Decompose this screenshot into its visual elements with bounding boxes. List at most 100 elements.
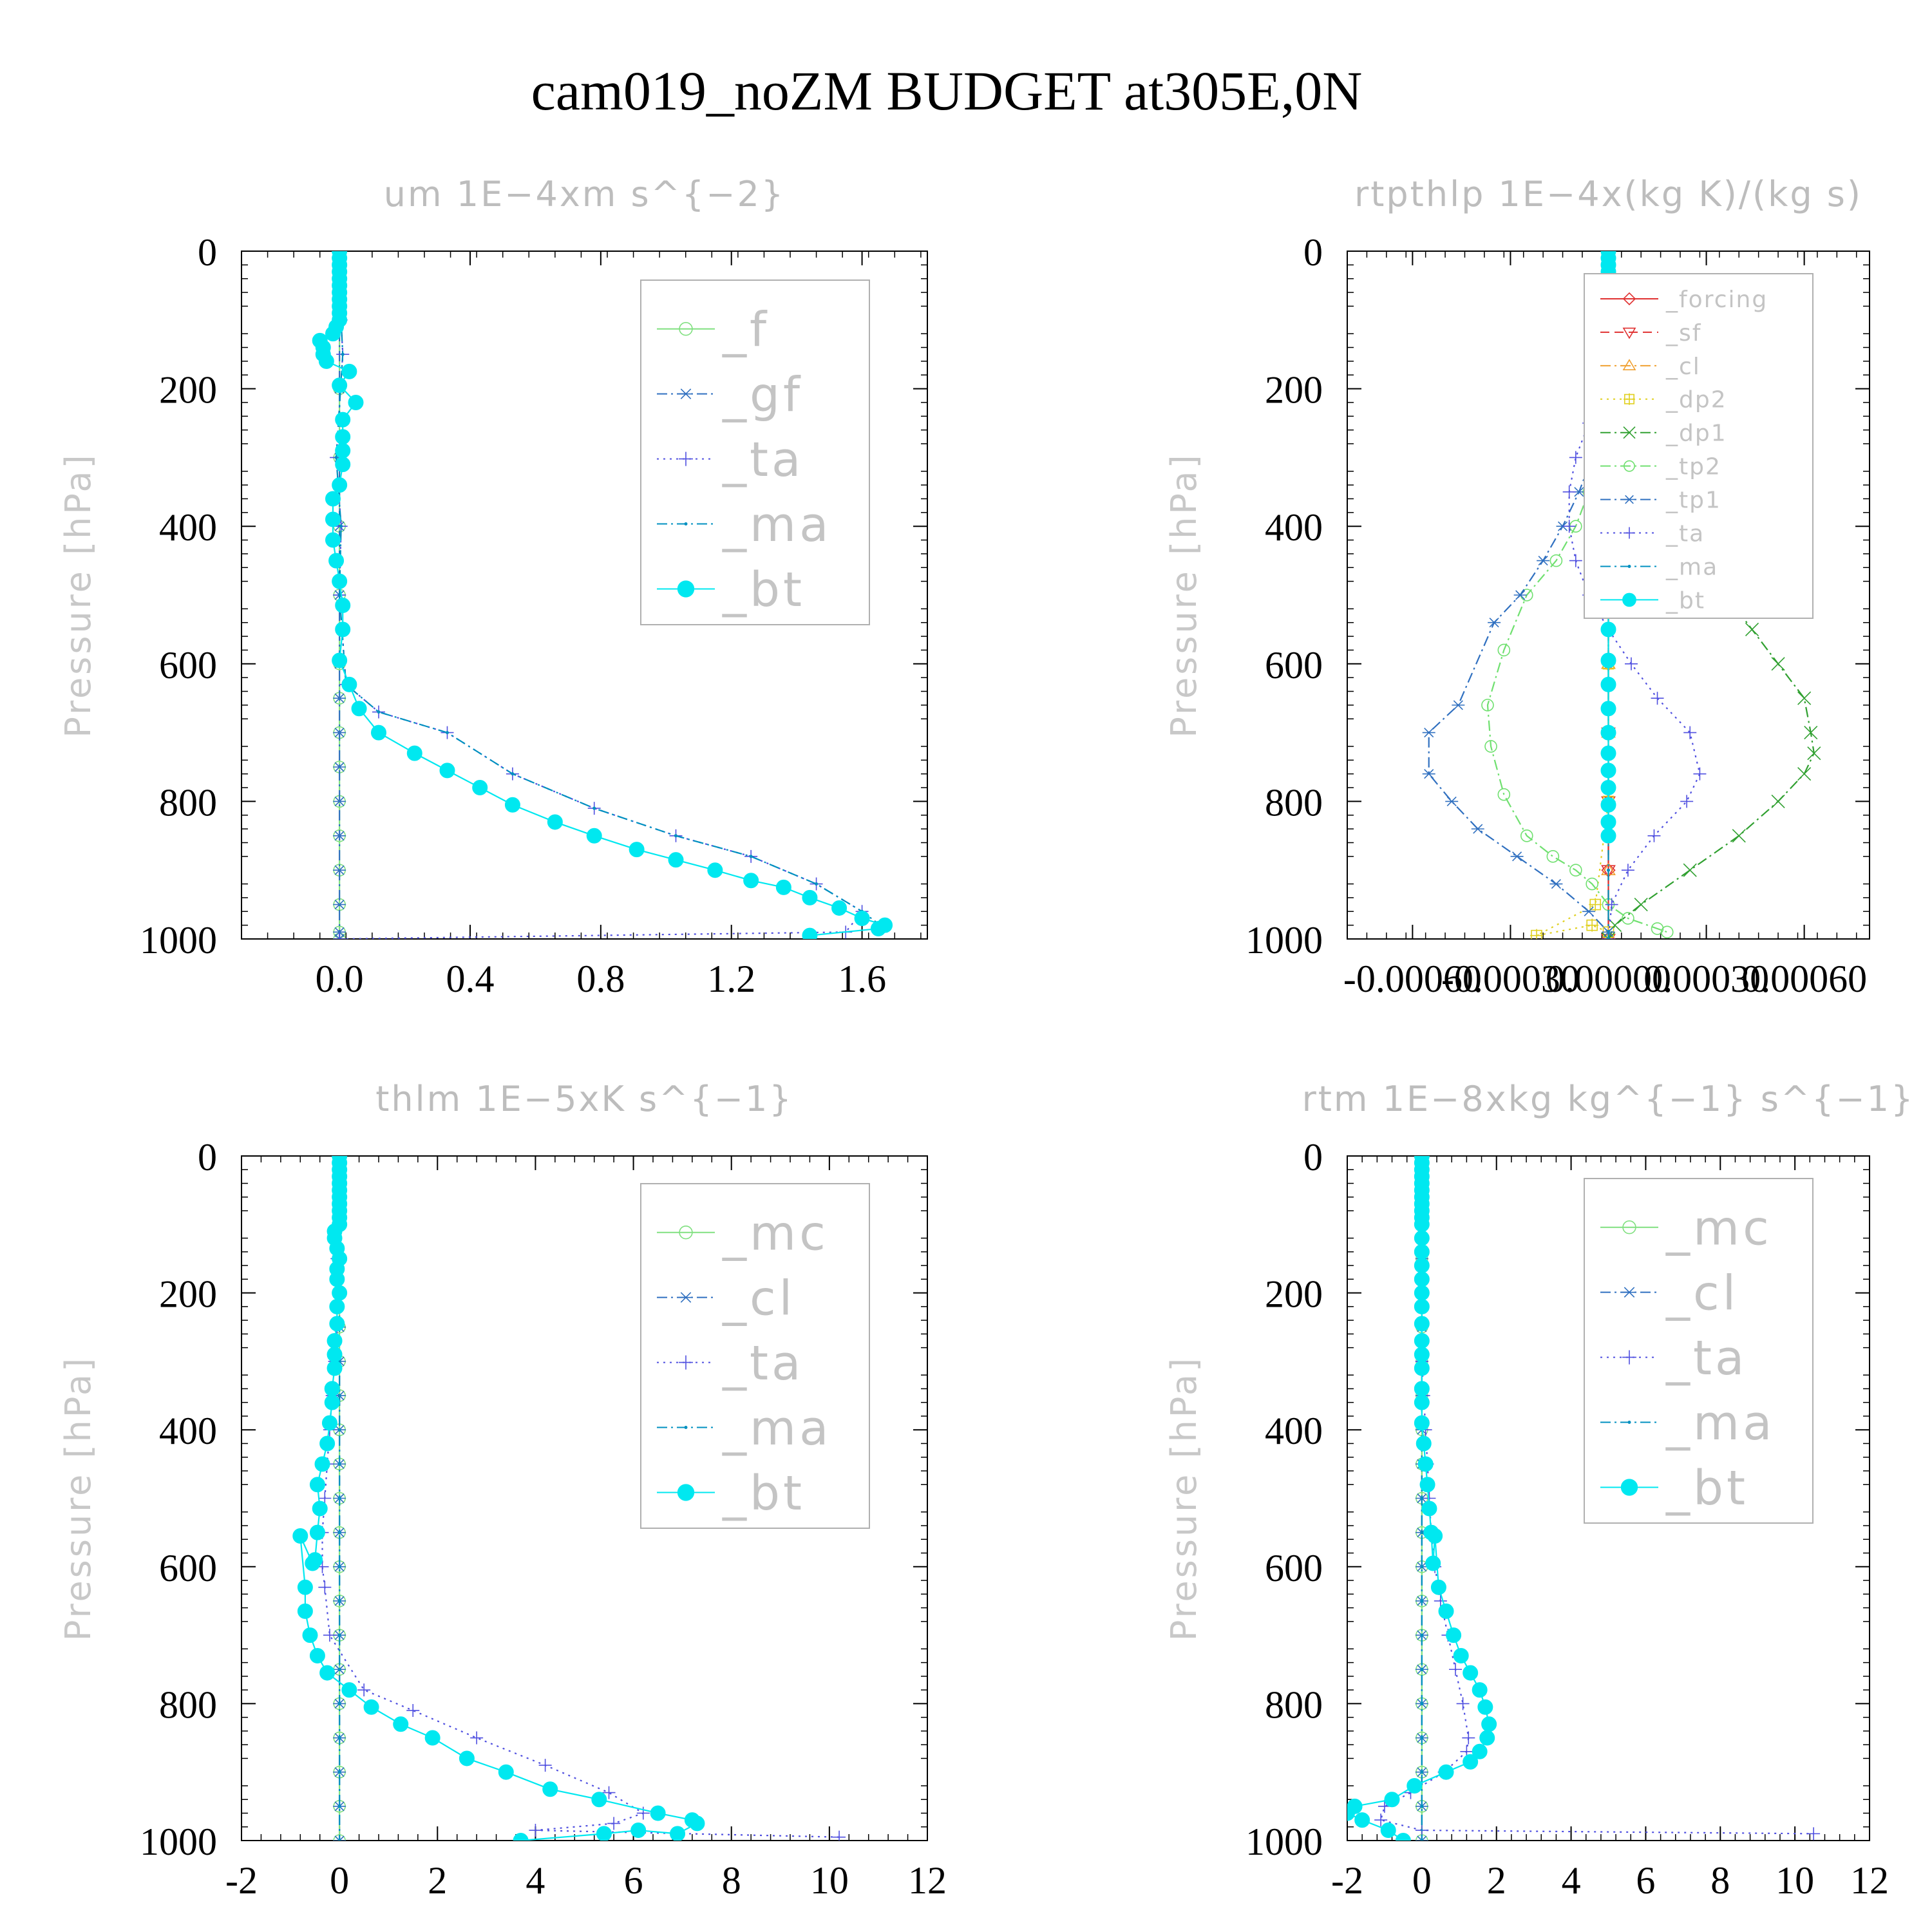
y-tick-label: 200	[1265, 369, 1323, 412]
legend-label: _cl	[1665, 354, 1701, 380]
data-point	[337, 1770, 341, 1774]
data-point	[607, 1817, 621, 1830]
data-point	[1414, 1316, 1430, 1332]
data-point	[337, 1736, 341, 1740]
series-layer	[1347, 1156, 1821, 1841]
data-point	[297, 1579, 313, 1595]
data-point	[529, 1824, 542, 1837]
data-point	[1445, 796, 1459, 806]
data-point	[668, 852, 684, 868]
y-tick-label: 800	[1265, 1683, 1323, 1726]
data-point	[1420, 1839, 1424, 1841]
data-point	[329, 1298, 345, 1314]
legend-label: _dp2	[1665, 387, 1727, 413]
x-tick-label: 10	[810, 1859, 849, 1902]
data-point	[1600, 676, 1616, 692]
legend: _f _gf _ta _ma _bt	[640, 279, 870, 625]
data-point	[749, 855, 753, 858]
y-axis-label: Pressure [hPa]	[1164, 452, 1204, 737]
data-point	[1510, 851, 1524, 862]
x-tick-label: 10	[1776, 1859, 1814, 1902]
data-point	[1380, 1823, 1396, 1839]
data-point	[333, 900, 346, 910]
x-tick-label: 0.00000	[1546, 958, 1671, 1000]
legend-label: _ma	[1665, 554, 1718, 580]
data-point	[1420, 1804, 1424, 1808]
x-tick-label: -0.00030	[1441, 958, 1580, 1000]
data-point	[337, 1462, 341, 1466]
legend: _mc _cl _ta _ma _bt	[1584, 1178, 1814, 1524]
data-point	[743, 873, 759, 889]
data-point	[329, 1316, 345, 1332]
data-point	[1600, 724, 1616, 741]
data-point	[596, 1826, 612, 1841]
data-point	[446, 731, 449, 735]
data-point	[1430, 1579, 1446, 1595]
data-point	[335, 598, 351, 614]
data-point	[1374, 1814, 1388, 1827]
data-point	[1622, 359, 1636, 370]
data-point	[1680, 795, 1694, 808]
x-tick-label: 2	[1487, 1859, 1506, 1902]
legend: _forcing _sf _cl _dp2 _dp1 _tp2 _tp1 _ta _ma _bt	[1584, 273, 1814, 619]
x-tick-label: 6	[624, 1859, 643, 1902]
data-point	[333, 693, 346, 703]
data-point	[1472, 1682, 1488, 1698]
x-tick-label: 1.2	[707, 958, 755, 1000]
legend-label: _mc	[722, 1206, 829, 1261]
x-tick-label: -2	[1331, 1859, 1363, 1902]
figure-title: cam019_noZM BUDGET at305E,0N	[531, 60, 1363, 122]
x-tick-label: 4	[1562, 1859, 1581, 1902]
data-point	[1497, 643, 1511, 657]
series-layer	[312, 251, 893, 939]
data-point	[1414, 1333, 1430, 1349]
data-point	[309, 1647, 325, 1663]
data-point	[341, 352, 345, 356]
y-tick-label: 1000	[1245, 919, 1323, 961]
data-point	[1600, 828, 1616, 844]
data-point	[337, 1497, 341, 1500]
data-point	[1622, 1350, 1636, 1365]
data-point	[1425, 1555, 1441, 1571]
data-point	[1804, 726, 1818, 740]
data-point	[328, 553, 345, 569]
data-point	[689, 1815, 705, 1832]
data-point	[1589, 898, 1602, 911]
data-point	[333, 831, 346, 841]
x-tick-label: 0.4	[446, 958, 495, 1000]
legend-label: _f	[722, 302, 770, 357]
data-point	[679, 388, 693, 399]
data-point	[351, 701, 367, 717]
data-point	[1797, 691, 1812, 705]
data-point	[1600, 762, 1616, 779]
data-point	[1537, 556, 1550, 566]
data-point	[1420, 1531, 1424, 1535]
chart-panel-bottom-left: thlm 1E−5xK s^{−1} Pressure [hPa] 0 200 400 6…	[58, 1079, 947, 1902]
chart-title: thlm 1E−5xK s^{−1}	[375, 1079, 793, 1119]
data-point	[1420, 1701, 1424, 1705]
data-point	[1414, 1415, 1430, 1431]
data-point	[1421, 1501, 1437, 1517]
data-point	[335, 442, 351, 459]
data-point	[1420, 1633, 1424, 1637]
data-point	[319, 1435, 336, 1452]
data-point	[337, 1804, 341, 1808]
data-point	[318, 353, 334, 369]
data-point	[1569, 864, 1582, 876]
plot-frame	[241, 251, 928, 940]
legend-box	[1584, 273, 1814, 619]
data-point	[318, 1580, 332, 1594]
data-point	[1414, 1360, 1430, 1376]
data-point	[1745, 622, 1759, 636]
data-point	[1624, 393, 1635, 405]
y-tick-label: 400	[1265, 1410, 1323, 1452]
y-tick-label: 1000	[140, 919, 217, 961]
y-axis-label: Pressure [hPa]	[58, 1356, 99, 1641]
data-point	[329, 1271, 345, 1287]
y-tick-label: 200	[159, 1273, 217, 1316]
data-point	[1513, 590, 1527, 600]
data-point	[1420, 1736, 1424, 1740]
data-point	[513, 1833, 529, 1841]
plot-frame	[241, 1155, 928, 1841]
